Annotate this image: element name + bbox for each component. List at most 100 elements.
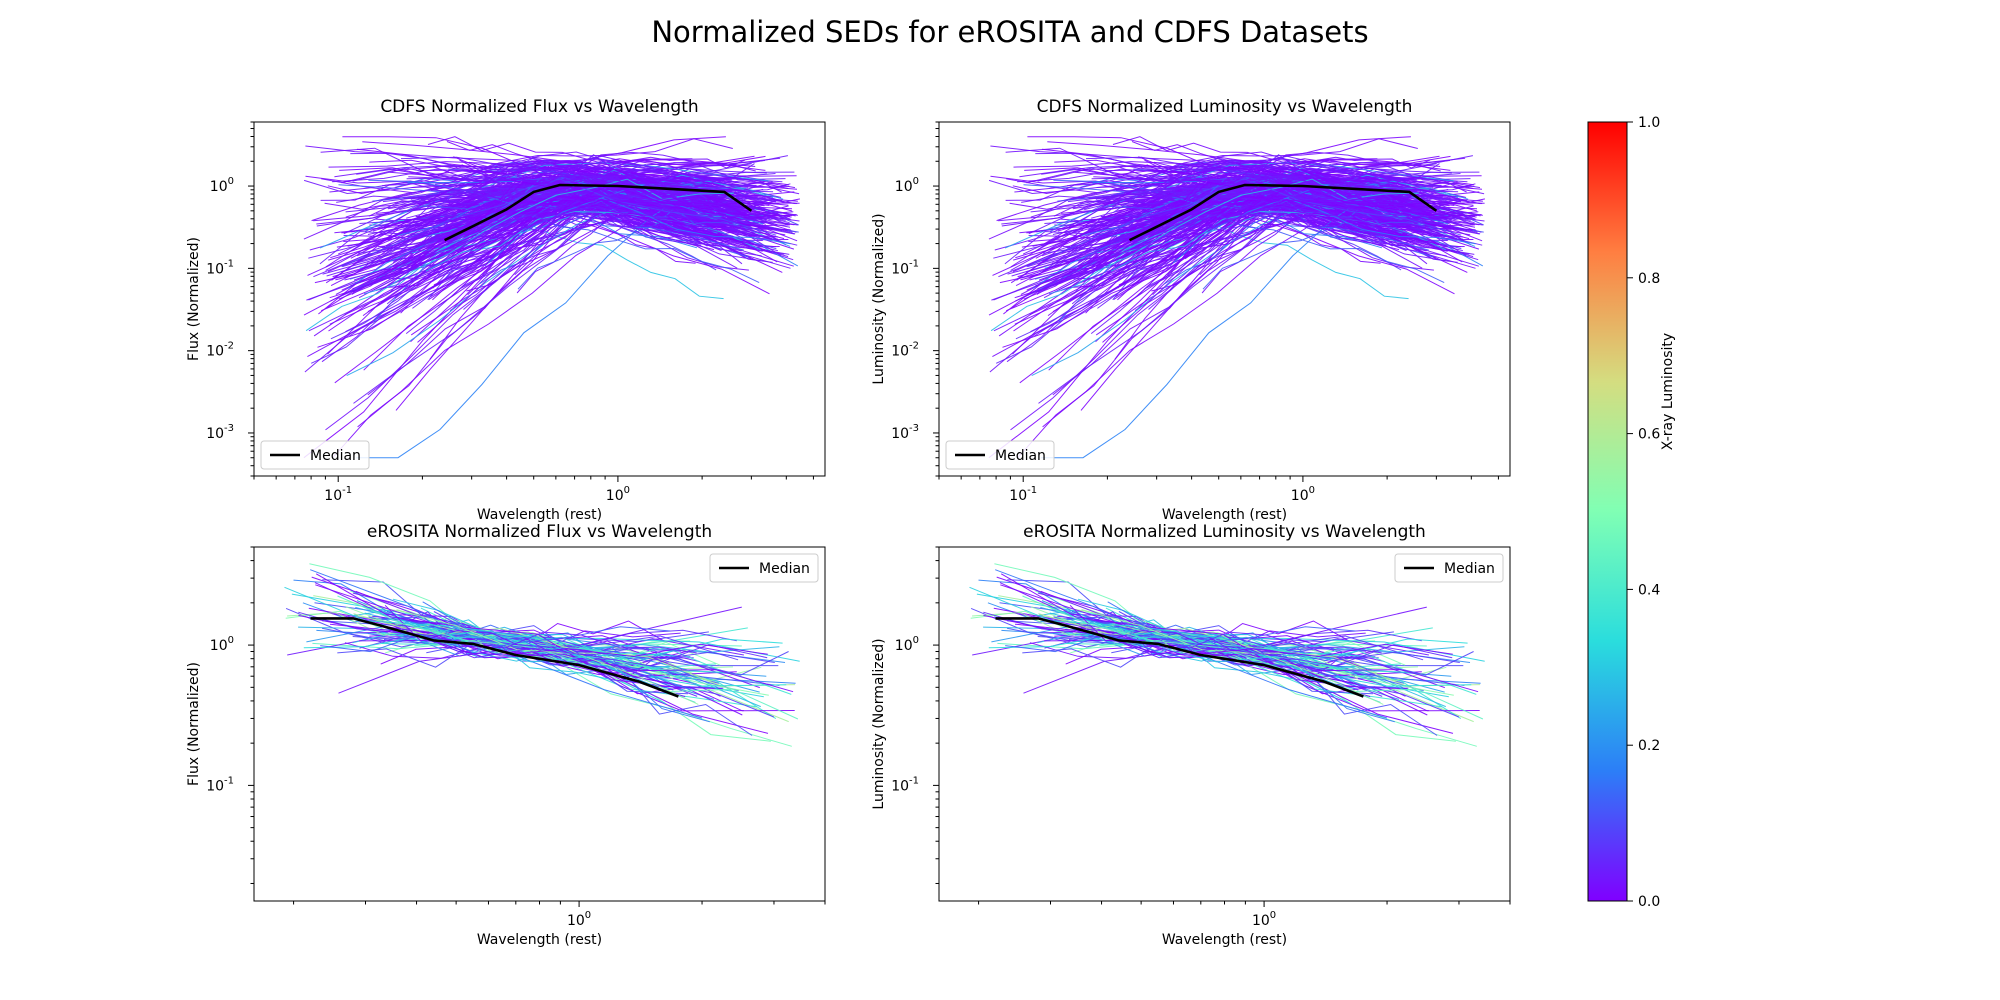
sed-line	[1122, 173, 1436, 307]
sed-line	[1174, 212, 1448, 259]
subplot-title: eROSITA Normalized Flux vs Wavelength	[367, 522, 712, 542]
sed-line	[1102, 185, 1436, 343]
x-axis: 10-1 100	[253, 476, 814, 504]
sed-line	[396, 609, 699, 705]
legend-box	[709, 553, 819, 583]
legend-median-label: Median	[995, 448, 1046, 464]
subplot-title: eROSITA Normalized Luminosity vs Wavelen…	[1023, 522, 1426, 542]
sed-line	[1019, 181, 1426, 384]
median-line	[310, 617, 679, 698]
sed-line	[1172, 197, 1476, 264]
y-tick-label: 100	[210, 176, 234, 195]
legend: Median	[945, 440, 1055, 470]
sed-line	[438, 204, 734, 274]
sed-line	[338, 606, 742, 694]
y-axis-label: Flux (Normalized)	[186, 237, 202, 361]
y-tick-label: 10-3	[206, 423, 234, 442]
y-tick-label: 10-1	[891, 258, 919, 277]
sed-line	[404, 627, 719, 670]
sed-line	[1036, 166, 1417, 293]
sed-line	[1075, 627, 1382, 654]
sed-line	[1089, 627, 1404, 670]
median-line	[995, 617, 1364, 698]
x-axis-label: Wavelength (rest)	[477, 507, 602, 523]
sed-line	[403, 189, 702, 206]
sed-line	[284, 586, 696, 703]
legend-median-label: Median	[310, 448, 361, 464]
sed-lines	[303, 136, 801, 459]
x-tick-label: 100	[1291, 485, 1315, 504]
y-axis-label: Luminosity (Normalized)	[871, 213, 887, 384]
sed-line	[487, 199, 783, 246]
sed-line	[377, 191, 721, 248]
sed-line	[1035, 152, 1441, 188]
sed-line	[976, 593, 1449, 698]
sed-line	[1097, 196, 1382, 227]
legend-median-label: Median	[1444, 561, 1495, 577]
sed-line	[988, 138, 1418, 240]
sed-lines	[988, 136, 1486, 459]
sed-line	[309, 563, 792, 747]
sed-line	[1016, 161, 1407, 281]
sed-line	[362, 136, 726, 163]
sed-line	[434, 627, 677, 663]
y-tick-label: 100	[895, 635, 919, 654]
x-tick-label: 100	[1252, 910, 1276, 929]
sed-line	[337, 625, 682, 668]
sed-line	[1123, 204, 1419, 274]
sed-line	[1091, 177, 1479, 216]
sed-line	[298, 614, 768, 658]
sed-line	[988, 160, 1451, 316]
axes-frame	[253, 121, 826, 477]
sed-line	[1114, 167, 1461, 200]
sed-line	[1105, 160, 1451, 204]
y-axis-label: Flux (Normalized)	[186, 662, 202, 786]
subplot-title: CDFS Normalized Luminosity vs Wavelength	[1037, 97, 1413, 117]
sed-line	[489, 212, 763, 259]
x-tick-label: 10-1	[324, 485, 352, 504]
median-line	[1129, 183, 1438, 242]
y-tick-label: 100	[895, 176, 919, 195]
sed-line	[303, 138, 733, 240]
sed-line	[1088, 189, 1387, 206]
x-axis: 100	[293, 901, 826, 929]
sed-line	[412, 196, 697, 227]
colorbar: 0.0 0.2 0.4 0.6 0.8 1.0 X-ray Luminosity	[1587, 115, 1676, 910]
sed-line	[518, 156, 746, 169]
x-tick-label: 10-1	[1009, 485, 1037, 504]
colorbar-tick-label: 0.6	[1638, 427, 1660, 443]
sed-line	[406, 177, 794, 216]
sed-line	[331, 161, 722, 281]
sed-line	[1062, 191, 1406, 248]
y-axis: 10-1 100	[206, 546, 254, 884]
sed-line	[341, 178, 777, 267]
colorbar-label: X-ray Luminosity	[1660, 333, 1676, 450]
sed-line	[1047, 136, 1411, 163]
sed-line	[368, 175, 744, 264]
sed-line	[1172, 199, 1468, 246]
sed-line	[303, 160, 766, 316]
x-axis-label: Wavelength (rest)	[1162, 932, 1287, 948]
y-axis-label: Luminosity (Normalized)	[871, 638, 887, 809]
sed-line	[350, 152, 756, 188]
colorbar-tick-label: 0.4	[1638, 582, 1660, 598]
colorbar-tick-label: 0.2	[1638, 738, 1660, 754]
y-axis: 10-3 10-2 10-1 100	[891, 121, 939, 477]
x-axis: 10-1 100	[938, 476, 1499, 504]
sed-line	[1026, 178, 1462, 267]
y-tick-label: 10-1	[206, 258, 234, 277]
sed-line	[429, 167, 776, 200]
sed-line	[427, 192, 762, 257]
sed-line	[315, 573, 686, 689]
y-tick-label: 100	[210, 635, 234, 654]
sed-line	[417, 185, 751, 343]
sed-line	[994, 563, 1477, 747]
sed-line	[1119, 627, 1362, 663]
sed-line	[291, 593, 764, 698]
median-line	[444, 183, 753, 242]
subplot-1: 10-1 100 10-3 10-2 10-1 100 CDFS Normalized Fl…	[186, 97, 826, 523]
subplot-4: 100 10-1 100 eROSITA Normalized Luminosity …	[871, 522, 1511, 948]
sed-line	[394, 181, 795, 299]
sed-line	[1081, 609, 1384, 705]
colorbar-tick-label: 1.0	[1638, 115, 1660, 131]
